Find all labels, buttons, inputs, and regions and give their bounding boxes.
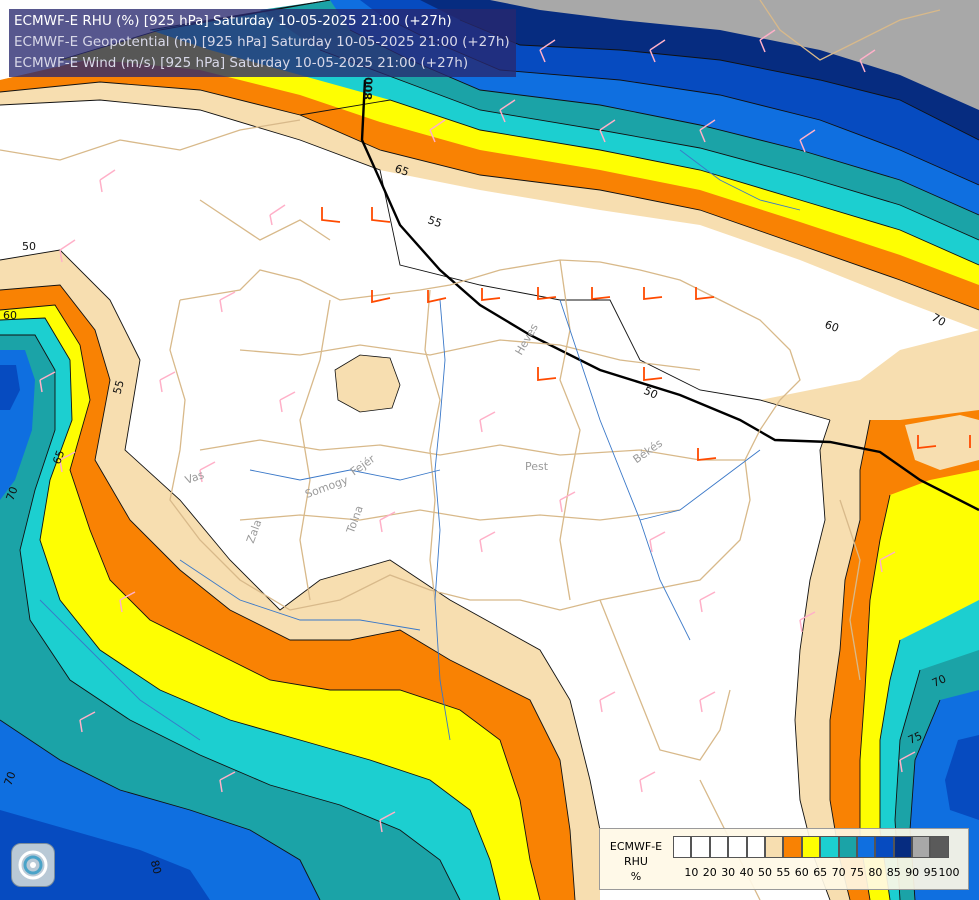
legend-tick: 10 xyxy=(684,866,699,879)
legend-swatch xyxy=(764,836,784,858)
legend-ticks: 10 20 30 40 50 55 60 65 70 75 80 85 90 95 100 xyxy=(673,866,973,882)
legend-swatch xyxy=(875,836,894,858)
legend-swatch xyxy=(691,836,710,858)
contour-label-75-se: 75 xyxy=(906,729,924,747)
legend-swatch xyxy=(728,836,747,858)
legend-swatch xyxy=(930,836,949,858)
geopotential-label-800: 800 xyxy=(362,76,376,100)
legend-model: ECMWF-E xyxy=(609,840,663,853)
region-label-pest: Pest xyxy=(525,460,549,473)
legend-unit: % xyxy=(630,870,642,883)
legend-tick: 40 xyxy=(739,866,754,879)
legend-tick: 55 xyxy=(776,866,791,879)
wind-barbs-strong xyxy=(321,207,971,462)
legend-tick: 80 xyxy=(868,866,883,879)
geopotential-contour xyxy=(360,79,979,512)
legend-tick: 95 xyxy=(923,866,938,879)
legend-swatch xyxy=(709,836,729,858)
contour-label-70-east: 70 xyxy=(929,311,948,329)
legend-swatch xyxy=(801,836,821,858)
legend-swatch xyxy=(893,836,913,858)
legend-swatches xyxy=(673,836,949,858)
contour-label-60-east: 60 xyxy=(823,318,841,335)
region-label-vas: Vas xyxy=(183,468,206,487)
contour-label-80: 80 xyxy=(148,859,164,876)
legend-tick: 65 xyxy=(813,866,828,879)
legend-tick: 85 xyxy=(886,866,901,879)
title-rhu: ECMWF-E RHU (%) [925 hPa] Saturday 10-05… xyxy=(14,13,452,29)
contour-label-55: 55 xyxy=(111,379,127,396)
legend-tick: 75 xyxy=(850,866,864,879)
color-legend: ECMWF-E RHU % 10 20 30 40 50 55 60 65 70 75 80 85 90… xyxy=(599,828,969,890)
legend-label: ECMWF-E RHU % xyxy=(604,839,668,884)
legend-swatch xyxy=(838,836,857,858)
contour-label-70-se: 70 xyxy=(930,672,948,690)
legend-tick: 70 xyxy=(831,866,846,879)
legend-tick: 60 xyxy=(794,866,809,879)
contour-label-65-west: 65 xyxy=(50,448,67,466)
contour-label-50-east: 50 xyxy=(642,384,660,402)
contour-label-60: 60 xyxy=(3,309,17,322)
legend-swatch xyxy=(820,836,839,858)
legend-swatch xyxy=(673,836,692,858)
legend-tick: 90 xyxy=(905,866,920,879)
legend-swatch xyxy=(783,836,802,858)
legend-swatch xyxy=(746,836,765,858)
title-geopotential: ECMWF-E Geopotential (m) [925 hPa] Satur… xyxy=(14,34,510,50)
legend-tick: 30 xyxy=(721,866,736,879)
contour-label-50: 50 xyxy=(22,240,36,253)
rivers xyxy=(39,149,801,741)
legend-tick: 50 xyxy=(758,866,772,879)
wind-barbs xyxy=(39,29,916,833)
rhu-patch-center xyxy=(334,354,401,413)
title-box: ECMWF-E RHU (%) [925 hPa] Saturday 10-05… xyxy=(9,9,516,77)
ecmwf-logo xyxy=(11,843,55,887)
contour-label-65: 65 xyxy=(393,162,411,179)
contour-labels: 50 55 60 65 60 70 70 65 70 75 70 55 50 8… xyxy=(2,76,949,875)
legend-tick: 100 xyxy=(938,866,960,879)
title-wind: ECMWF-E Wind (m/s) [925 hPa] Saturday 10… xyxy=(14,55,469,71)
legend-swatch xyxy=(912,836,931,858)
contour-label-55-north: 55 xyxy=(426,213,444,230)
legend-tick: 20 xyxy=(702,866,717,879)
ecmwf-logo-icon xyxy=(18,850,48,880)
contour-label-70-west: 70 xyxy=(4,485,21,503)
legend-variable: RHU xyxy=(624,855,648,868)
contour-label-70-sw: 70 xyxy=(2,770,19,788)
legend-swatch xyxy=(856,836,876,858)
